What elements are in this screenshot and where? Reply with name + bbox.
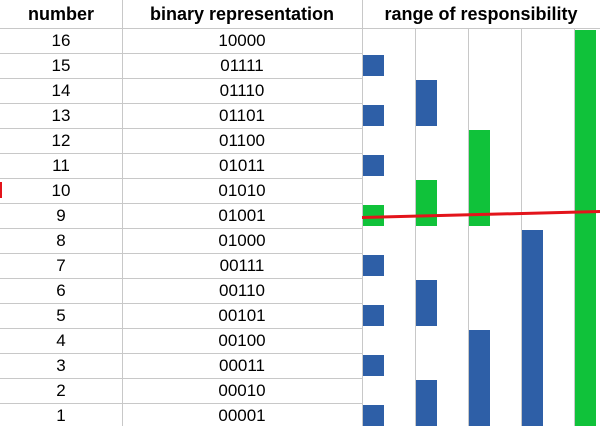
row-binary: 01000 bbox=[218, 231, 266, 250]
range-bar-13 bbox=[363, 105, 384, 126]
range-bar-9 bbox=[363, 205, 384, 226]
row-binary: 00001 bbox=[218, 406, 266, 425]
row-number: 2 bbox=[56, 381, 66, 400]
row-number: 4 bbox=[56, 331, 66, 350]
row-binary: 01111 bbox=[220, 56, 264, 75]
range-bar-2 bbox=[416, 380, 437, 426]
range-bar-11 bbox=[363, 155, 384, 176]
row-number: 7 bbox=[56, 256, 66, 275]
range-bar-1 bbox=[363, 405, 384, 426]
header-number: number bbox=[27, 4, 94, 24]
row-binary: 00101 bbox=[218, 306, 266, 325]
row-number: 16 bbox=[51, 31, 71, 50]
highlight-line bbox=[361, 210, 600, 219]
row-binary: 01011 bbox=[218, 156, 265, 175]
row-binary: 10000 bbox=[218, 31, 266, 50]
range-bar-4 bbox=[469, 330, 490, 426]
range-bar-5 bbox=[363, 305, 384, 326]
row-binary: 01101 bbox=[218, 106, 265, 125]
range-bar-6 bbox=[416, 280, 437, 326]
row-number: 3 bbox=[56, 356, 66, 375]
row-binary: 00100 bbox=[218, 331, 266, 350]
row-number: 10 bbox=[51, 181, 71, 200]
range-bar-14 bbox=[416, 80, 437, 126]
row-binary: 00010 bbox=[218, 381, 266, 400]
row-number: 9 bbox=[56, 206, 66, 225]
row-binary: 00011 bbox=[218, 356, 265, 375]
range-bar-10 bbox=[416, 180, 437, 226]
row-number: 12 bbox=[51, 131, 71, 150]
range-bar-12 bbox=[469, 130, 490, 226]
row-number: 15 bbox=[51, 56, 71, 75]
row-number: 13 bbox=[51, 106, 71, 125]
range-bar-8 bbox=[522, 230, 543, 426]
row-binary: 00111 bbox=[219, 256, 265, 275]
row-binary: 01001 bbox=[218, 206, 266, 225]
range-bar-15 bbox=[363, 55, 384, 76]
row-number: 5 bbox=[56, 306, 66, 325]
row-binary: 00110 bbox=[218, 281, 265, 300]
range-bar-16 bbox=[575, 30, 596, 426]
row-number: 14 bbox=[51, 81, 71, 100]
row-number: 6 bbox=[56, 281, 66, 300]
row-number: 11 bbox=[52, 156, 70, 175]
row-number: 8 bbox=[56, 231, 66, 250]
row-number: 1 bbox=[56, 406, 66, 425]
range-bar-7 bbox=[363, 255, 384, 276]
row-binary: 01010 bbox=[218, 181, 266, 200]
range-bar-3 bbox=[363, 355, 384, 376]
header-range-of-responsibility: range of responsibility bbox=[384, 4, 578, 24]
header-binary-representation: binary representation bbox=[149, 4, 335, 24]
row-binary: 01110 bbox=[219, 81, 265, 100]
row-binary: 01100 bbox=[218, 131, 265, 150]
